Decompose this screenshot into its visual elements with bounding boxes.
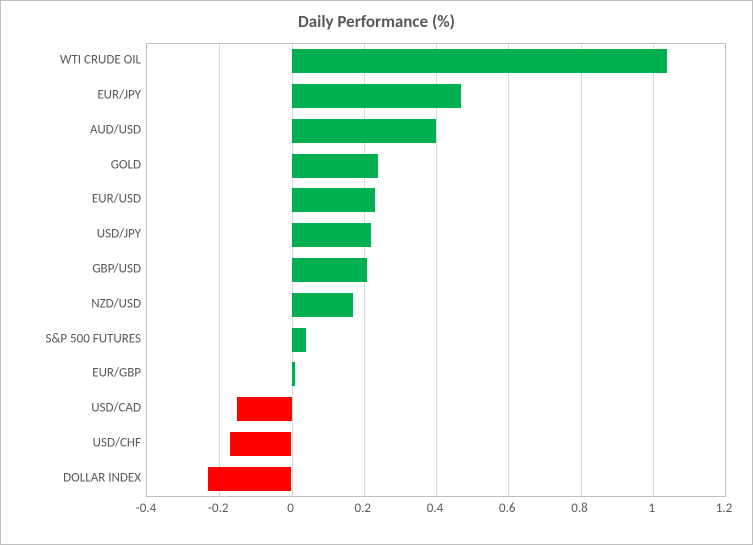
category-label: USD/CAD: [1, 402, 141, 415]
gridline: [653, 44, 654, 496]
category-label: EUR/JPY: [1, 89, 141, 102]
gridline: [219, 44, 220, 496]
bar: [230, 432, 291, 456]
chart-container: Daily Performance (%) WTI CRUDE OIL EUR/J…: [0, 0, 753, 545]
bar: [292, 119, 437, 143]
x-tick-label: 0.6: [499, 501, 515, 516]
category-label: EUR/USD: [1, 193, 141, 206]
bar: [292, 258, 368, 282]
gridline: [581, 44, 582, 496]
bar: [292, 84, 462, 108]
x-tick-label: 0.4: [427, 501, 443, 516]
category-label: GBP/USD: [1, 263, 141, 276]
chart-title: Daily Performance (%): [1, 11, 752, 32]
y-axis-labels: WTI CRUDE OIL EUR/JPY AUD/USD GOLD EUR/USD US…: [1, 43, 141, 497]
x-tick-label: -0.4: [136, 501, 156, 516]
x-tick-label: -0.2: [208, 501, 228, 516]
bar: [292, 154, 379, 178]
bar: [292, 223, 371, 247]
category-label: GOLD: [1, 158, 141, 171]
category-label: DOLLAR INDEX: [1, 471, 141, 484]
bar: [292, 293, 353, 317]
category-label: NZD/USD: [1, 297, 141, 310]
gridline: [436, 44, 437, 496]
bar: [292, 49, 668, 73]
x-tick-label: 0.8: [571, 501, 587, 516]
category-label: AUD/USD: [1, 123, 141, 136]
bar: [237, 397, 291, 421]
plot-area: [146, 43, 726, 497]
category-label: USD/JPY: [1, 228, 141, 241]
category-label: USD/CHF: [1, 436, 141, 449]
bar: [292, 328, 306, 352]
gridline: [508, 44, 509, 496]
x-tick-label: 1.2: [716, 501, 732, 516]
x-tick-label: 0: [287, 501, 294, 516]
bar: [208, 467, 291, 491]
x-axis-labels: -0.4-0.200.20.40.60.811.2: [146, 501, 726, 521]
bar: [292, 362, 296, 386]
x-tick-label: 1: [648, 501, 655, 516]
category-label: EUR/GBP: [1, 367, 141, 380]
x-tick-label: 0.2: [355, 501, 371, 516]
category-label: WTI CRUDE OIL: [1, 54, 141, 67]
category-label: S&P 500 FUTURES: [1, 332, 141, 345]
bar: [292, 188, 375, 212]
